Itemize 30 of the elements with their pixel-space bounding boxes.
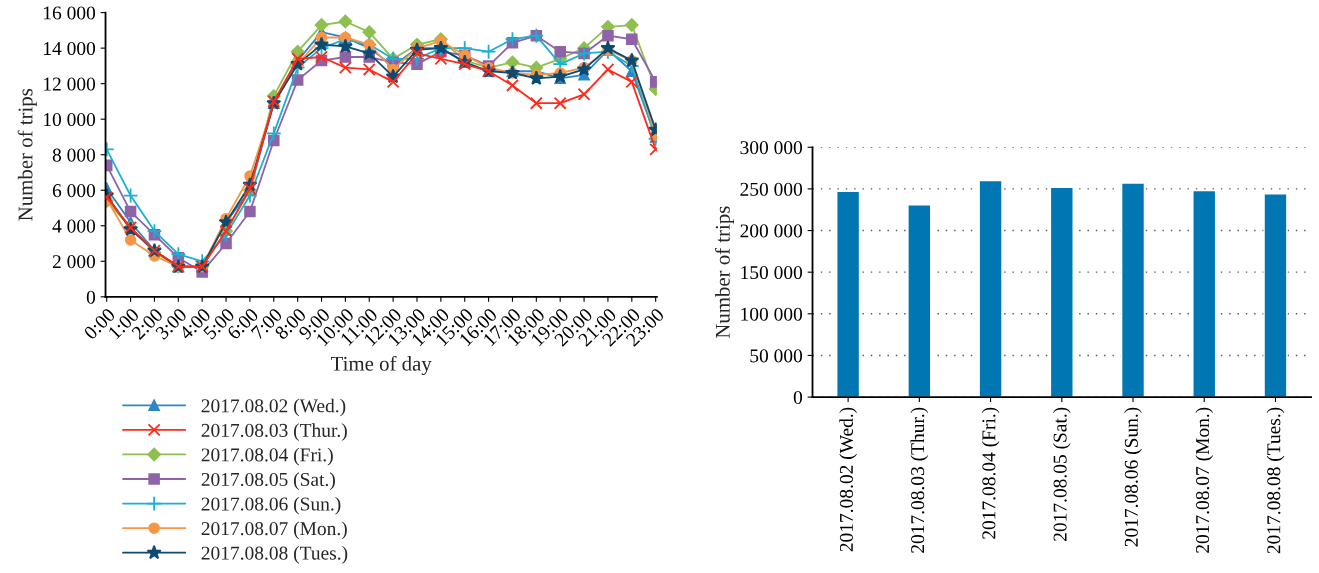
legend-label: 2017.08.04 (Fri.) <box>201 447 333 466</box>
x-tick-label: 2017.08.03 (Thur.) <box>910 407 929 553</box>
y-tick-label: 100 000 <box>741 307 803 321</box>
y-tick-label: 14 000 <box>44 41 96 56</box>
y-tick-label: 6 000 <box>52 184 96 198</box>
x-axis-title: Time of day <box>331 355 432 376</box>
y-axis-title: Number of trips <box>714 206 735 339</box>
x-tick-label: 2017.08.02 (Wed.) <box>839 407 857 552</box>
legend-label: 2017.08.06 (Sun.) <box>201 496 341 515</box>
y-tick-label: 0 <box>86 290 96 304</box>
y-tick-label: 12 000 <box>44 77 96 91</box>
y-tick-label: 0 <box>793 390 803 405</box>
x-tick-label: 2017.08.05 (Sat.) <box>1052 407 1071 541</box>
y-tick-label: 200 000 <box>740 224 803 238</box>
y-tick-label: 16 000 <box>44 6 96 20</box>
x-tick-label: 2017.08.06 (Sun.) <box>1124 407 1142 547</box>
y-tick-label: 300 000 <box>740 141 803 155</box>
y-tick-label: 10 000 <box>44 113 96 127</box>
x-tick-label: 2017.08.07 (Mon.) <box>1195 407 1214 553</box>
y-tick-label: 250 000 <box>740 182 803 196</box>
y-tick-label: 2 000 <box>52 255 96 269</box>
legend-label: 2017.08.03 (Thur.) <box>201 423 347 441</box>
y-tick-label: 150 000 <box>741 265 803 280</box>
y-tick-label: 4 000 <box>52 219 96 233</box>
y-tick-label: 50 000 <box>750 349 803 363</box>
x-tick-label: 2017.08.08 (Tues.) <box>1266 407 1285 554</box>
y-tick-label: 8 000 <box>52 148 96 162</box>
x-tick-label: 2017.08.04 (Fri.) <box>981 407 1000 539</box>
legend-label: 2017.08.08 (Tues.) <box>201 546 348 564</box>
y-axis-title: Number of trips <box>17 88 37 221</box>
